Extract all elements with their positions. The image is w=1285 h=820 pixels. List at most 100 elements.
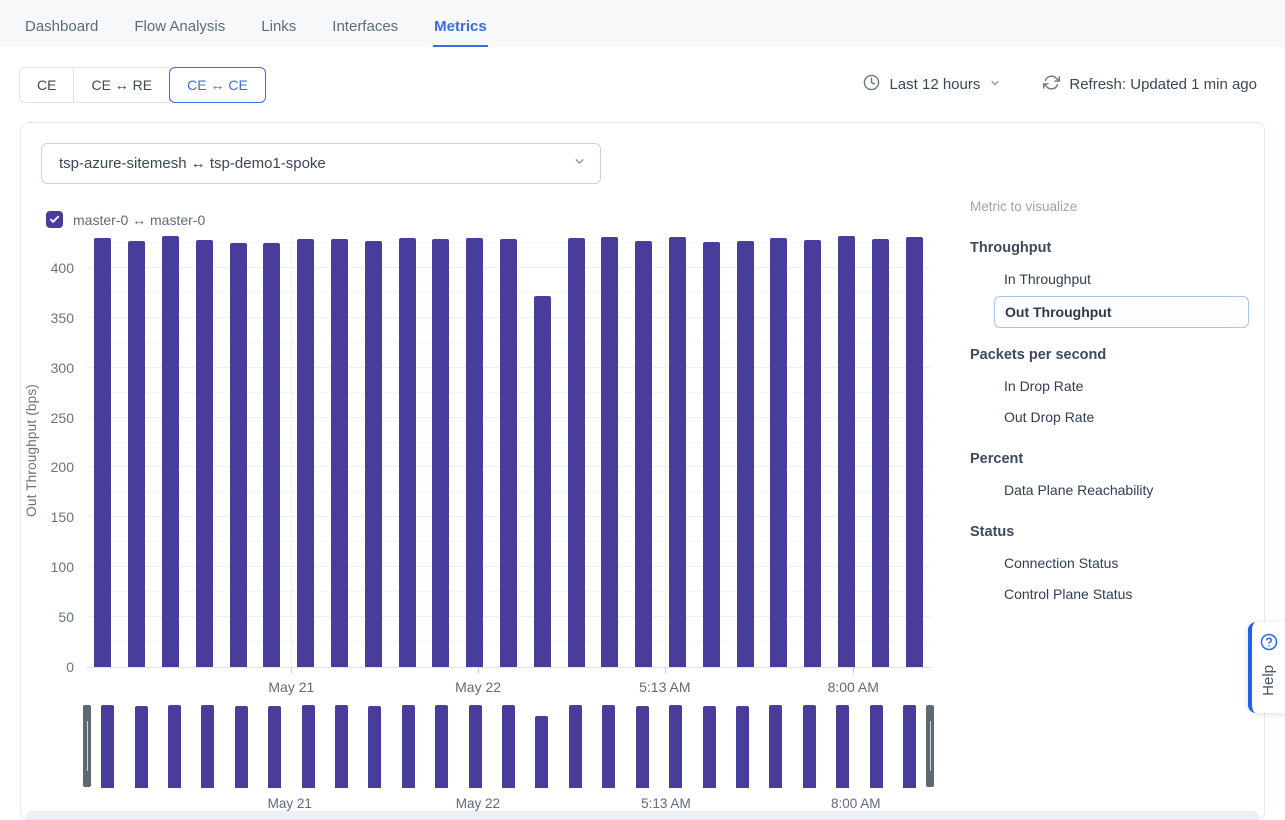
metric-panel-title: Metric to visualize <box>970 199 1078 214</box>
refresh-icon <box>1043 74 1061 95</box>
bar <box>401 704 415 788</box>
time-range-label: Last 12 hours <box>889 76 981 93</box>
bar <box>869 705 883 788</box>
x-axis-label: 5:13 AM <box>641 796 691 811</box>
y-tick-label: 350 <box>50 309 74 326</box>
bar <box>435 705 449 788</box>
bar <box>902 704 916 788</box>
bar <box>128 240 146 667</box>
segment-ce-ce-button[interactable]: CE ↔ CE <box>169 66 266 103</box>
brush-handle-right[interactable] <box>926 705 934 787</box>
segment-ce-re-button[interactable]: CE ↔ RE <box>73 66 171 103</box>
series-legend-label: master-0 ↔ master-0 <box>73 211 206 228</box>
bar <box>432 239 450 667</box>
metric-item-in-drop-rate[interactable]: In Drop Rate <box>1004 378 1084 394</box>
nav-item-flow-analysis[interactable]: Flow Analysis <box>134 18 226 35</box>
bar <box>871 239 889 667</box>
x-axis-label: May 21 <box>268 679 315 695</box>
metrics-card: tsp-azure-sitemesh ↔ tsp-demo1-spoke mas… <box>20 122 1265 820</box>
bar <box>330 239 348 667</box>
bar <box>94 238 112 667</box>
bar <box>837 236 855 667</box>
bar <box>161 236 179 667</box>
metric-group-header: Throughput <box>970 240 1052 256</box>
checkbox-checked-icon[interactable] <box>46 211 63 228</box>
bottom-panel-edge <box>26 811 1259 819</box>
bar <box>669 704 683 788</box>
metric-item-in-throughput[interactable]: In Throughput <box>1004 271 1091 287</box>
metric-item-data-plane-reachability[interactable]: Data Plane Reachability <box>1004 482 1154 498</box>
brush-handle-left[interactable] <box>83 705 91 787</box>
bar <box>234 705 248 788</box>
minimap-x-axis-labels: May 21 May 22 5:13 AM 8:00 AM <box>83 796 934 814</box>
bar <box>702 241 720 667</box>
refresh-status-label: Refresh: Updated 1 min ago <box>1069 76 1257 93</box>
nav-item-links[interactable]: Links <box>261 18 297 35</box>
peer-pair-select-value: tsp-azure-sitemesh ↔ tsp-demo1-spoke <box>59 155 326 172</box>
bar <box>502 705 516 788</box>
nav-item-dashboard[interactable]: Dashboard <box>25 18 99 35</box>
help-tab[interactable]: Help <box>1248 622 1285 713</box>
metric-group-percent: Percent Data Plane Reachability <box>970 451 1264 505</box>
bar <box>301 705 315 788</box>
metric-group-status: Status Connection Status Control Plane S… <box>970 524 1264 609</box>
metric-item-connection-status[interactable]: Connection Status <box>1004 555 1119 571</box>
bar <box>297 239 315 667</box>
x-axis-label: May 21 <box>267 796 312 811</box>
bar <box>668 237 686 667</box>
x-axis-label: 8:00 AM <box>827 679 879 695</box>
refresh-control[interactable]: Refresh: Updated 1 min ago <box>1043 74 1257 95</box>
bar <box>601 237 619 667</box>
metric-selector-panel: Metric to visualize Throughput In Throug… <box>970 199 1264 628</box>
y-tick-label: 150 <box>50 509 74 526</box>
y-tick-label: 50 <box>58 609 74 626</box>
top-navigation: Dashboard Flow Analysis Links Interfaces… <box>0 0 1285 47</box>
bar <box>567 238 585 667</box>
peer-pair-select[interactable]: tsp-azure-sitemesh ↔ tsp-demo1-spoke <box>41 143 601 184</box>
bar <box>905 237 923 667</box>
bar <box>499 239 517 667</box>
bar <box>533 295 551 667</box>
y-tick-label: 100 <box>50 559 74 576</box>
segment-ce-button[interactable]: CE <box>19 66 75 103</box>
bar <box>770 238 788 667</box>
x-axis-label: 5:13 AM <box>639 679 691 695</box>
x-axis-labels: May 21 May 22 5:13 AM 8:00 AM <box>86 673 931 695</box>
x-axis-label: May 22 <box>455 796 500 811</box>
y-tick-label: 400 <box>50 259 74 276</box>
bar <box>364 240 382 667</box>
out-throughput-bar-chart[interactable]: Out Throughput (bps) 0 50 100 150 200 250 300 3… <box>24 233 931 675</box>
series-legend-toggle[interactable]: master-0 ↔ master-0 <box>46 211 205 228</box>
metric-group-throughput: Throughput In Throughput Out Throughput <box>970 240 1264 328</box>
x-axis-label: 8:00 AM <box>830 796 881 811</box>
chart-minimap-brush[interactable] <box>83 704 934 788</box>
metric-group-header: Status <box>970 524 1015 540</box>
bar <box>635 240 653 667</box>
time-range-picker[interactable]: Last 12 hours <box>863 74 1001 95</box>
bar <box>466 238 484 667</box>
bar <box>769 704 783 788</box>
bar <box>335 705 349 788</box>
metric-item-control-plane-status[interactable]: Control Plane Status <box>1004 586 1133 602</box>
bar <box>134 705 148 788</box>
help-label: Help <box>1260 665 1277 696</box>
bar <box>736 240 754 667</box>
bar <box>201 705 215 788</box>
bar <box>535 716 549 788</box>
y-tick-label: 250 <box>50 409 74 426</box>
bar <box>635 705 649 788</box>
metric-group-header: Percent <box>970 451 1024 467</box>
chevron-down-icon <box>573 155 586 172</box>
metric-item-out-throughput[interactable]: Out Throughput <box>994 296 1249 328</box>
nav-item-metrics[interactable]: Metrics <box>433 6 488 47</box>
help-circle-icon <box>1260 633 1278 656</box>
bar <box>836 704 850 788</box>
y-tick-label: 0 <box>66 659 74 675</box>
bar <box>802 705 816 788</box>
metric-item-out-drop-rate[interactable]: Out Drop Rate <box>1004 409 1095 425</box>
bar <box>702 705 716 788</box>
nav-item-interfaces[interactable]: Interfaces <box>332 18 399 35</box>
bar <box>398 238 416 667</box>
bar <box>268 705 282 788</box>
bar <box>263 242 281 667</box>
